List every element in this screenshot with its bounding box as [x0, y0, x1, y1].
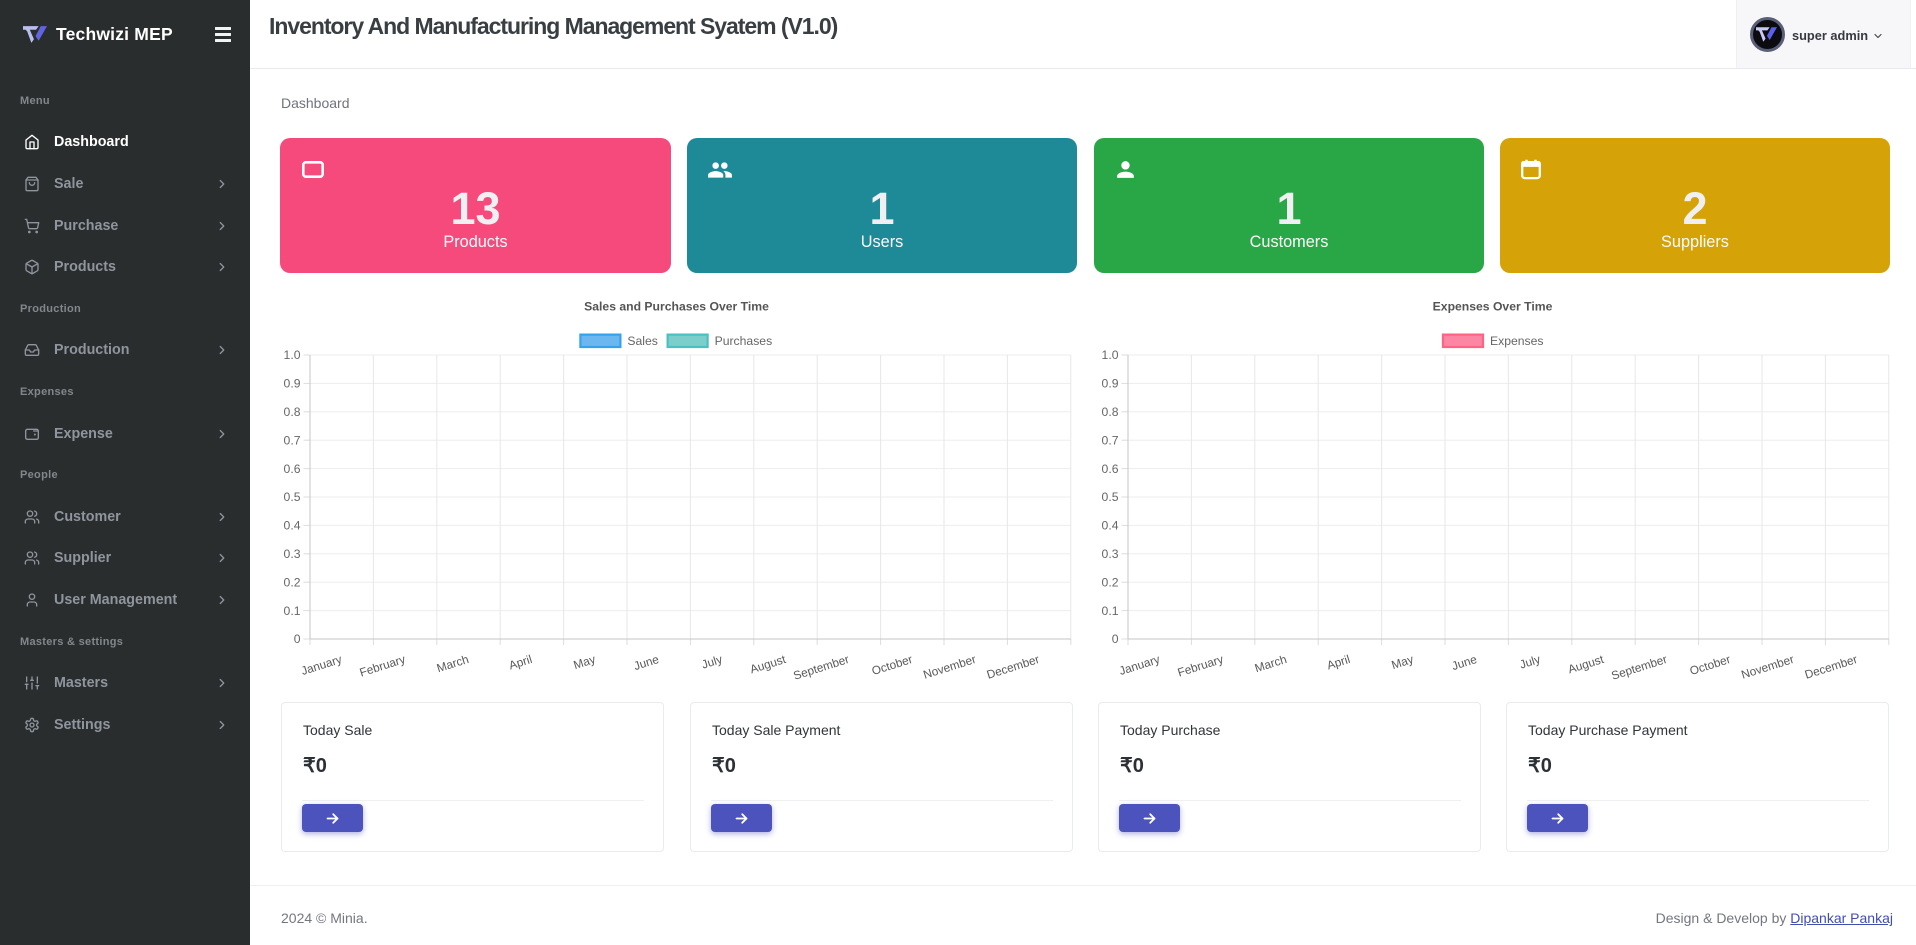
svg-text:0.4: 0.4 [284, 519, 301, 533]
svg-text:0.9: 0.9 [1102, 377, 1119, 391]
svg-text:June: June [1450, 652, 1479, 673]
svg-text:April: April [1325, 652, 1352, 672]
svg-text:November: November [1739, 652, 1795, 682]
svg-text:April: April [507, 652, 534, 672]
svg-text:June: June [632, 652, 661, 673]
svg-text:0.2: 0.2 [1102, 575, 1119, 589]
svg-text:0.6: 0.6 [284, 462, 301, 476]
svg-text:Sales: Sales [627, 334, 658, 348]
svg-text:0.5: 0.5 [1102, 490, 1119, 504]
svg-text:October: October [870, 652, 914, 678]
svg-text:0.2: 0.2 [284, 575, 301, 589]
svg-text:0.5: 0.5 [284, 490, 301, 504]
svg-text:July: July [700, 652, 724, 672]
svg-text:February: February [1176, 652, 1225, 680]
svg-text:March: March [435, 652, 470, 675]
svg-text:0.6: 0.6 [1102, 462, 1119, 476]
svg-text:September: September [792, 652, 851, 683]
svg-text:0.7: 0.7 [284, 433, 301, 447]
svg-text:Expenses: Expenses [1490, 334, 1544, 348]
svg-text:0: 0 [294, 632, 301, 646]
svg-text:1.0: 1.0 [1102, 348, 1119, 362]
svg-text:March: March [1253, 652, 1288, 675]
svg-text:February: February [358, 652, 407, 680]
svg-text:0.9: 0.9 [284, 377, 301, 391]
svg-text:August: August [1566, 652, 1606, 677]
svg-text:October: October [1688, 652, 1732, 678]
svg-text:Expenses Over Time: Expenses Over Time [1433, 300, 1553, 314]
svg-text:May: May [572, 652, 598, 672]
svg-text:1.0: 1.0 [284, 348, 301, 362]
svg-text:Purchases: Purchases [715, 334, 773, 348]
svg-text:0: 0 [1112, 632, 1119, 646]
svg-text:0.1: 0.1 [1102, 604, 1119, 618]
svg-text:November: November [921, 652, 977, 682]
svg-text:September: September [1610, 652, 1669, 683]
svg-text:May: May [1390, 652, 1416, 672]
svg-text:0.8: 0.8 [1102, 405, 1119, 419]
svg-text:January: January [1117, 652, 1161, 678]
svg-text:Sales and Purchases Over Time: Sales and Purchases Over Time [584, 300, 769, 314]
svg-text:January: January [299, 652, 343, 678]
svg-text:0.3: 0.3 [284, 547, 301, 561]
svg-text:December: December [1803, 652, 1859, 682]
svg-text:July: July [1518, 652, 1542, 672]
svg-text:0.4: 0.4 [1102, 519, 1119, 533]
svg-text:0.8: 0.8 [284, 405, 301, 419]
svg-text:0.7: 0.7 [1102, 433, 1119, 447]
svg-text:August: August [748, 652, 788, 677]
svg-text:0.1: 0.1 [284, 604, 301, 618]
svg-text:0.3: 0.3 [1102, 547, 1119, 561]
svg-text:December: December [985, 652, 1041, 682]
